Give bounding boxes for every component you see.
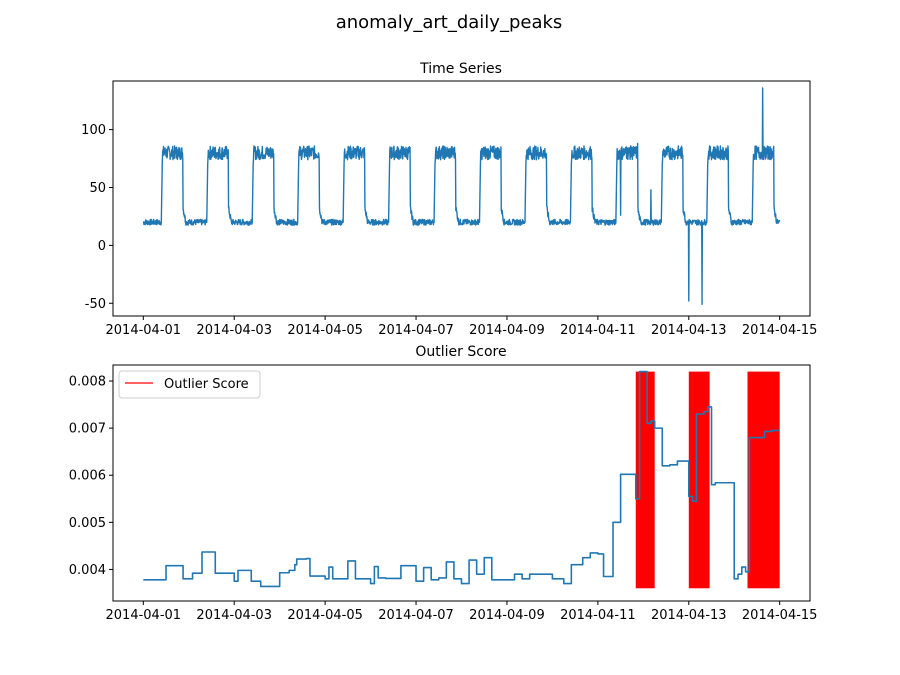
- time-series-x-tick-label: 2014-04-03: [196, 323, 272, 338]
- time-series-y-tick-label: 100: [81, 123, 106, 138]
- time-series-plot-area: [142, 87, 781, 306]
- outlier-score-x-tick: 2014-04-03: [196, 601, 272, 623]
- outlier-score-y-axis: 0.004 0.005 0.006 0.007 0.008: [69, 375, 113, 578]
- outlier-score-plot-area: [143, 370, 780, 588]
- figure-suptitle: anomaly_art_daily_peaks: [336, 12, 563, 33]
- outlier-highlight-band: [635, 371, 655, 589]
- time-series-x-tick: 2014-04-15: [742, 316, 818, 338]
- time-series-y-tick-label: 0: [98, 239, 106, 254]
- outlier-score-x-tick: 2014-04-07: [378, 601, 454, 623]
- outlier-score-y-tick: 0.008: [69, 375, 113, 390]
- outlier-score-x-tick: 2014-04-01: [106, 601, 182, 623]
- outlier-score-y-tick-label: 0.008: [69, 375, 106, 390]
- legend-label: Outlier Score: [164, 377, 249, 392]
- time-series-line: [142, 87, 781, 306]
- time-series-x-tick-label: 2014-04-15: [742, 323, 818, 338]
- outlier-score-highlight-bands: [635, 371, 780, 589]
- legend-box: [118, 370, 261, 399]
- outlier-score-line: [143, 370, 780, 588]
- outlier-score-y-tick: 0.005: [69, 516, 113, 531]
- time-series-x-tick: 2014-04-09: [469, 316, 545, 338]
- outlier-score-title: Outlier Score: [415, 344, 506, 360]
- time-series-x-tick-label: 2014-04-01: [106, 323, 182, 338]
- outlier-score-y-tick: 0.006: [69, 469, 113, 484]
- time-series-y-axis: -50 0 50 100: [81, 123, 113, 312]
- time-series-y-tick: 0: [98, 239, 113, 254]
- outlier-score-x-tick: 2014-04-11: [560, 601, 636, 623]
- time-series-x-tick-label: 2014-04-11: [560, 323, 636, 338]
- outlier-score-y-tick-label: 0.005: [69, 516, 106, 531]
- time-series-y-tick: 100: [81, 123, 113, 138]
- time-series-title: Time Series: [419, 61, 502, 77]
- outlier-score-x-tick-label: 2014-04-07: [378, 608, 454, 623]
- time-series-axes-frame: [112, 80, 811, 317]
- outlier-score-x-tick: 2014-04-05: [287, 601, 363, 623]
- outlier-score-x-tick-label: 2014-04-09: [469, 608, 545, 623]
- outlier-score-x-tick: 2014-04-09: [469, 601, 545, 623]
- outlier-score-x-tick-label: 2014-04-11: [560, 608, 636, 623]
- outlier-score-axes-frame: [112, 364, 811, 602]
- time-series-panel: Time Series 2014-04-01 2014-04-03 2014-04-…: [81, 61, 817, 338]
- outlier-score-x-tick-label: 2014-04-03: [196, 608, 272, 623]
- outlier-score-x-tick: 2014-04-15: [742, 601, 818, 623]
- outlier-score-x-tick-label: 2014-04-05: [287, 608, 363, 623]
- time-series-x-tick: 2014-04-03: [196, 316, 272, 338]
- time-series-y-tick: -50: [85, 297, 113, 312]
- time-series-y-tick-label: 50: [89, 181, 106, 196]
- outlier-score-y-tick-label: 0.007: [69, 422, 106, 437]
- legend: Outlier Score: [118, 370, 261, 399]
- outlier-score-panel: Outlier Score 2014-04-01 2014-04-03 2014-0…: [69, 344, 818, 623]
- outlier-score-x-axis: 2014-04-01 2014-04-03 2014-04-05 2014-04-07…: [106, 601, 818, 623]
- time-series-x-tick-label: 2014-04-13: [651, 323, 727, 338]
- time-series-x-tick-label: 2014-04-07: [378, 323, 454, 338]
- time-series-x-tick: 2014-04-01: [106, 316, 182, 338]
- time-series-x-tick-label: 2014-04-05: [287, 323, 363, 338]
- time-series-x-tick: 2014-04-13: [651, 316, 727, 338]
- time-series-x-tick: 2014-04-11: [560, 316, 636, 338]
- outlier-highlight-band: [688, 371, 710, 589]
- outlier-score-y-tick: 0.004: [69, 563, 113, 578]
- time-series-x-tick-label: 2014-04-09: [469, 323, 545, 338]
- outlier-score-x-tick: 2014-04-13: [651, 601, 727, 623]
- outlier-score-x-tick-label: 2014-04-13: [651, 608, 727, 623]
- outlier-score-y-tick-label: 0.006: [69, 469, 106, 484]
- outlier-score-x-tick-label: 2014-04-15: [742, 608, 818, 623]
- outlier-highlight-band: [747, 371, 780, 589]
- outlier-score-x-tick-label: 2014-04-01: [106, 608, 182, 623]
- time-series-y-tick: 50: [89, 181, 113, 196]
- time-series-x-tick: 2014-04-07: [378, 316, 454, 338]
- outlier-score-y-tick-label: 0.004: [69, 563, 106, 578]
- time-series-y-tick-label: -50: [85, 297, 106, 312]
- outlier-score-y-tick: 0.007: [69, 422, 113, 437]
- time-series-x-axis: 2014-04-01 2014-04-03 2014-04-05 2014-04-07…: [106, 316, 818, 338]
- time-series-x-tick: 2014-04-05: [287, 316, 363, 338]
